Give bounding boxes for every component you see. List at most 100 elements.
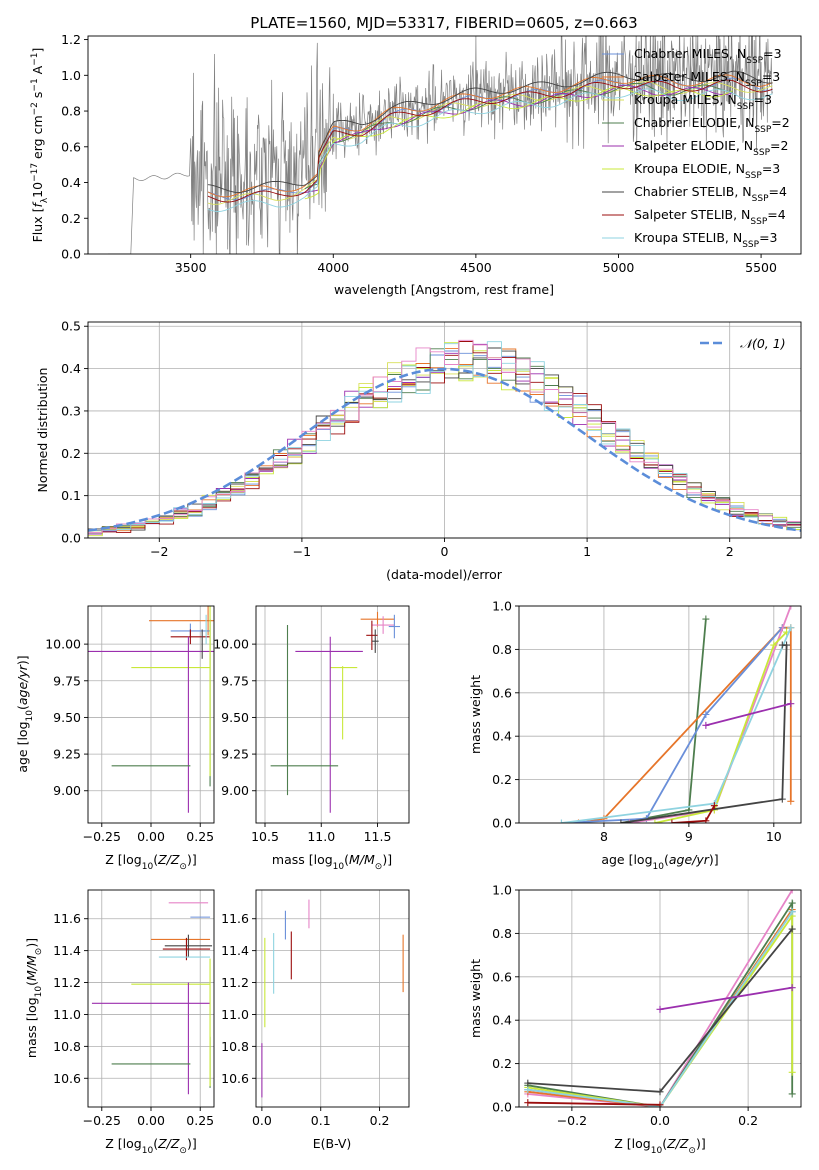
weight-marker bbox=[702, 711, 710, 718]
label-part: M/M bbox=[24, 955, 39, 981]
label-part: ( bbox=[662, 1136, 667, 1151]
y-tick-label: 10.8 bbox=[53, 1039, 81, 1054]
label-part: ] bbox=[30, 48, 45, 53]
y-tick-label: 0.8 bbox=[492, 926, 512, 941]
y-tick-label: 10.8 bbox=[221, 1039, 249, 1054]
plot-area bbox=[91, 902, 213, 1095]
axes-mass-vs-EBV: 0.0 0.1 0.2 10.6 10.8 11.0 11.2 11.4 11.6 E(B-V) bbox=[221, 889, 410, 1151]
legend-sub: SSP bbox=[737, 102, 754, 112]
label-part: age/yr bbox=[669, 852, 710, 867]
y-tick-label: 11.2 bbox=[221, 975, 249, 990]
x-tick-label: 4000 bbox=[317, 260, 349, 275]
x-tick-label: 0.2 bbox=[738, 1113, 758, 1128]
legend-sub: SSP bbox=[742, 240, 759, 250]
weight-marker bbox=[557, 819, 565, 823]
legend-entry: Salpeter STELIB, NSSP=4 bbox=[634, 207, 786, 227]
x-tick-label: 0.25 bbox=[186, 829, 214, 844]
data-spectrum bbox=[130, 36, 773, 254]
y-tick-label: 9.50 bbox=[53, 710, 81, 725]
axes-frame bbox=[87, 35, 802, 255]
label-part: 10 bbox=[333, 862, 345, 872]
x-tick-label: 11.5 bbox=[364, 829, 392, 844]
x-axis-label: Z [log10(Z/Z⊙)] bbox=[105, 852, 196, 872]
plot-area bbox=[261, 899, 404, 1098]
weight-marker bbox=[787, 797, 795, 805]
weight-marker bbox=[524, 1099, 532, 1107]
y-tick-label: 1.0 bbox=[61, 68, 81, 83]
legend-entry: Chabrier MILES, NSSP=3 bbox=[634, 46, 782, 66]
y-tick-label: 0.0 bbox=[61, 247, 81, 262]
model-chabrier-stelib bbox=[207, 70, 773, 193]
weight-marker bbox=[524, 1086, 532, 1094]
plot-area bbox=[524, 890, 796, 1107]
axes-frame bbox=[518, 605, 802, 824]
weight-marker bbox=[702, 817, 710, 823]
legend-entry: Salpeter MILES, NSSP=3 bbox=[634, 69, 780, 89]
label-part: 10 bbox=[651, 1146, 663, 1156]
weight-marker bbox=[656, 1088, 664, 1096]
x-tick-label: 0.00 bbox=[137, 829, 165, 844]
weight-marker bbox=[778, 795, 786, 803]
y-tick-label: 9.50 bbox=[221, 710, 249, 725]
label-part: 10 bbox=[142, 1146, 154, 1156]
legend-main: Kroupa MILES, N bbox=[634, 92, 737, 107]
x-tick-label: 9 bbox=[685, 829, 693, 844]
legend-entry: Chabrier STELIB, NSSP=4 bbox=[634, 184, 787, 204]
legend-sub: SSP bbox=[752, 194, 769, 204]
model-salpeter-miles bbox=[207, 74, 773, 198]
label-part: f bbox=[30, 202, 45, 208]
y-tick-label: 0.4 bbox=[492, 1013, 512, 1028]
y-tick-label: 11.4 bbox=[221, 943, 249, 958]
weight-marker bbox=[668, 819, 676, 823]
label-part: −17 bbox=[30, 163, 40, 182]
x-tick-label: −0.25 bbox=[83, 1113, 121, 1128]
weight-line bbox=[561, 627, 783, 823]
weight-marker bbox=[656, 1101, 664, 1107]
y-tick-label: 10.00 bbox=[45, 637, 81, 652]
x-axis-label: mass [log10(M/M⊙)] bbox=[272, 852, 392, 872]
y-tick-label: 9.25 bbox=[53, 747, 81, 762]
weight-marker bbox=[702, 721, 710, 729]
label-part: 10 bbox=[653, 862, 665, 872]
y-tick-label: 10.6 bbox=[221, 1071, 249, 1086]
legend-tail: =2 bbox=[770, 138, 788, 153]
y-tick-label: 1.2 bbox=[61, 32, 81, 47]
label-part: age [log bbox=[15, 721, 30, 772]
axes-residuals: −2 −1 0 1 2 0.0 0.1 0.2 0.3 0.4 0.5 𝒩(0, 1) (data-mo… bbox=[35, 319, 802, 582]
label-part: ( bbox=[344, 852, 349, 867]
legend-entry: Kroupa ELODIE, NSSP=3 bbox=[634, 161, 780, 181]
label-part: )] bbox=[187, 852, 197, 867]
legend-main: Chabrier MILES, N bbox=[634, 46, 746, 61]
y-tick-label: 0.2 bbox=[61, 446, 81, 461]
label-part: Z/Z bbox=[666, 1136, 689, 1151]
label-part: ⊙ bbox=[688, 1146, 696, 1156]
x-tick-label: 11.0 bbox=[307, 829, 335, 844]
y-tick-label: 0.2 bbox=[492, 1056, 512, 1071]
legend-sub: SSP bbox=[750, 217, 767, 227]
legend-main: Salpeter STELIB, N bbox=[634, 207, 750, 222]
model-chabrier-miles bbox=[207, 77, 773, 201]
legend-main: Chabrier STELIB, N bbox=[634, 184, 752, 199]
label-part: age/yr bbox=[15, 664, 30, 705]
x-tick-label: −2 bbox=[150, 544, 168, 559]
y-tick-label: 9.75 bbox=[53, 673, 81, 688]
model-kroupa-elodie bbox=[304, 86, 733, 200]
axes-frame bbox=[255, 889, 410, 1108]
y-tick-label: 0.1 bbox=[61, 488, 81, 503]
x-tick-label: 0.1 bbox=[311, 1113, 331, 1128]
y-tick-label: 10.00 bbox=[213, 637, 249, 652]
label-part: Flux [ bbox=[30, 208, 45, 243]
weight-line bbox=[659, 986, 793, 1011]
y-tick-label: 0.4 bbox=[61, 361, 81, 376]
legend-entry: 𝒩(0, 1) bbox=[740, 336, 786, 351]
weight-marker bbox=[787, 700, 795, 708]
y-tick-label: 0.6 bbox=[61, 139, 81, 154]
axes-weight-vs-age: 8 9 10 0.0 0.2 0.4 0.6 0.8 1.0 mass weight age [lo… bbox=[468, 599, 802, 872]
weight-marker bbox=[656, 1005, 664, 1013]
plot-area bbox=[270, 611, 400, 813]
weight-line bbox=[578, 626, 792, 823]
legend-sub: SSP bbox=[746, 56, 763, 66]
weight-line bbox=[527, 911, 793, 1107]
legend-tail: =4 bbox=[769, 184, 787, 199]
x-axis-label: E(B-V) bbox=[313, 1136, 352, 1151]
